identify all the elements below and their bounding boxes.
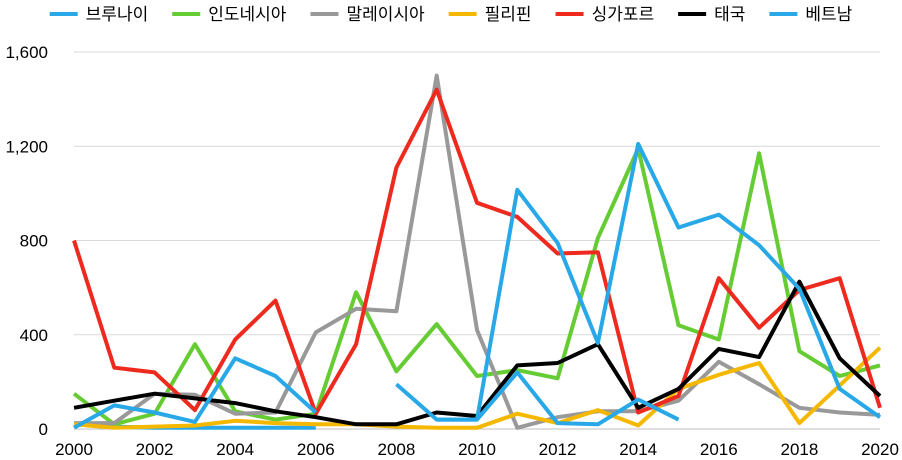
series-line-태국 xyxy=(73,279,882,427)
y-tick-label: 1,200 xyxy=(5,137,48,156)
legend-label: 브루나이 xyxy=(86,5,149,25)
x-tick-label: 2014 xyxy=(619,440,657,459)
x-tick-label: 2006 xyxy=(297,440,335,459)
grid-lines xyxy=(74,51,880,430)
x-axis-ticks: 2000 2002 2004 2006 2008 2010 2012 2014 2016 2018… xyxy=(55,440,899,459)
legend-label: 태국 xyxy=(714,5,745,25)
legend-label: 싱가포르 xyxy=(592,5,655,25)
y-axis-ticks: 0 400 800 1,200 1,600 xyxy=(5,43,48,439)
x-tick-label: 2008 xyxy=(377,440,415,459)
series-line-베트남 xyxy=(436,370,680,427)
legend: 브루나이 인도네시아 말레이시아 필리핀 싱가포르 태국 베트남 xyxy=(49,5,853,25)
series-line-인도네시아 xyxy=(72,146,881,427)
x-tick-label: 2000 xyxy=(55,440,93,459)
legend-label: 베트남 xyxy=(805,5,852,25)
x-tick-label: 2016 xyxy=(700,440,738,459)
series-line-싱가포르 xyxy=(72,87,882,416)
y-tick-label: 400 xyxy=(20,326,48,345)
legend-label: 말레이시아 xyxy=(346,5,425,25)
series-lines xyxy=(72,73,882,430)
y-tick-label: 800 xyxy=(20,232,48,251)
series-line-필리핀 xyxy=(73,346,882,430)
x-tick-label: 2002 xyxy=(136,440,174,459)
x-tick-label: 2020 xyxy=(861,440,899,459)
y-tick-label: 1,600 xyxy=(5,43,48,62)
x-tick-label: 2018 xyxy=(780,440,818,459)
y-tick-label: 0 xyxy=(39,420,48,439)
series-line-베트남 xyxy=(73,356,318,430)
legend-label: 인도네시아 xyxy=(208,5,287,25)
x-tick-label: 2010 xyxy=(458,440,496,459)
legend-label: 필리핀 xyxy=(485,5,532,25)
x-tick-label: 2004 xyxy=(216,440,254,459)
x-tick-label: 2012 xyxy=(539,440,577,459)
